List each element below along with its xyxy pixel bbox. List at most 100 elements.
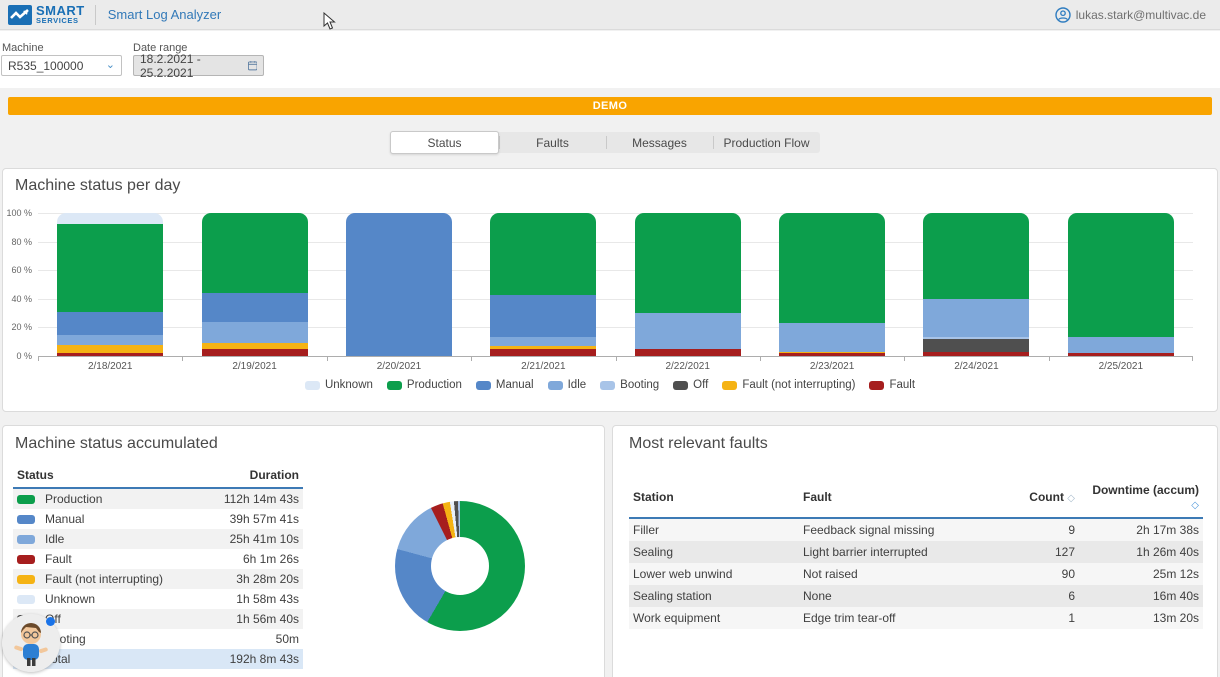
status-row-unknown[interactable]: Unknown 1h 58m 43s bbox=[13, 589, 303, 609]
bar-segment-fault[interactable] bbox=[490, 348, 597, 356]
status-duration: 39h 57m 41s bbox=[229, 512, 299, 526]
bar-segment-fault[interactable] bbox=[1067, 353, 1174, 356]
bar-segment-production[interactable] bbox=[1067, 213, 1174, 338]
bar-segment-idle[interactable] bbox=[57, 334, 164, 345]
bar-segment-fault[interactable] bbox=[201, 348, 308, 356]
bar-segment-production[interactable] bbox=[634, 213, 741, 314]
bar-segment-off[interactable] bbox=[923, 338, 1030, 352]
duration-col-header[interactable]: Duration bbox=[201, 464, 303, 489]
legend-label: Unknown bbox=[324, 379, 373, 391]
bar-segment-unknown[interactable] bbox=[57, 213, 164, 225]
bar-segment-fault[interactable] bbox=[634, 348, 741, 356]
stacked-bar-2/21/2021[interactable] bbox=[490, 213, 597, 356]
stacked-bar-2/25/2021[interactable] bbox=[1067, 213, 1174, 356]
status-row-off[interactable]: Off1h 56m 40s bbox=[13, 609, 303, 629]
y-axis-tick-label: 80 % bbox=[11, 236, 32, 247]
sort-icon-count[interactable]: ◇ bbox=[1067, 493, 1075, 504]
bar-segment-idle[interactable] bbox=[634, 313, 741, 349]
date-range-value: 18.2.2021 - 25.2.2021 bbox=[140, 51, 201, 80]
tab-production-flow[interactable]: Production Flow bbox=[713, 132, 820, 153]
bar-segment-idle[interactable] bbox=[923, 298, 1030, 337]
fault-count: 6 bbox=[1068, 589, 1075, 603]
bar-segment-idle[interactable] bbox=[1067, 337, 1174, 354]
status-row-fault-not-interrupting-[interactable]: Fault (not interrupting) 3h 28m 20s bbox=[13, 569, 303, 589]
stacked-bar-2/24/2021[interactable] bbox=[923, 213, 1030, 356]
stacked-bar-2/19/2021[interactable] bbox=[201, 213, 308, 356]
bar-segment-production[interactable] bbox=[779, 213, 886, 324]
tab-messages[interactable]: Messages bbox=[606, 132, 713, 153]
date-range-input[interactable]: 18.2.2021 - 25.2.2021 bbox=[133, 52, 264, 80]
bar-segment-production[interactable] bbox=[923, 213, 1030, 299]
bar-segment-production[interactable] bbox=[57, 224, 164, 312]
legend-item-off[interactable]: Off bbox=[673, 379, 708, 391]
tab-status[interactable]: Status bbox=[390, 131, 499, 154]
bar-segment-idle[interactable] bbox=[490, 337, 597, 346]
status-row-fault[interactable]: Fault 6h 1m 26s bbox=[13, 549, 303, 569]
x-axis-tick bbox=[759, 357, 761, 361]
status-row-total[interactable]: Total 192h 8m 43s bbox=[13, 649, 303, 669]
status-row-manual[interactable]: Manual 39h 57m 41s bbox=[13, 509, 303, 529]
legend-item-manual[interactable]: Manual bbox=[475, 379, 534, 391]
count-col-header[interactable]: Count ◇ bbox=[999, 478, 1079, 519]
fault-count: 1 bbox=[1068, 611, 1075, 625]
legend-label: Booting bbox=[620, 379, 660, 391]
fault-downtime: 25m 12s bbox=[1152, 567, 1199, 581]
fault-row-lower-web-unwind[interactable]: Lower web unwind Not raised 90 25m 12s bbox=[629, 563, 1203, 585]
legend-item-production[interactable]: Production bbox=[386, 379, 462, 391]
bar-segment-fault-not-interrupting-[interactable] bbox=[779, 351, 886, 354]
fault-station: Lower web unwind bbox=[633, 567, 733, 581]
legend-item-unknown[interactable]: Unknown bbox=[304, 379, 373, 391]
machine-select[interactable]: R535_100000 ⌄ bbox=[1, 55, 122, 76]
bar-segment-fault-not-interrupting-[interactable] bbox=[490, 346, 597, 349]
fault-row-filler[interactable]: Filler Feedback signal missing 9 2h 17m 38s bbox=[629, 518, 1203, 541]
bar-segment-manual[interactable] bbox=[57, 311, 164, 335]
tab-faults[interactable]: Faults bbox=[499, 132, 606, 153]
bar-segment-fault[interactable] bbox=[923, 351, 1030, 356]
most-relevant-faults-card: Most relevant faults Station Fault Count… bbox=[612, 425, 1218, 677]
chat-assistant-widget[interactable] bbox=[2, 614, 60, 672]
status-row-production[interactable]: Production 112h 14m 43s bbox=[13, 488, 303, 509]
x-axis-line bbox=[38, 356, 1193, 357]
stacked-bar-2/22/2021[interactable] bbox=[634, 213, 741, 356]
brand-logo[interactable]: SMART SERVICES bbox=[8, 4, 85, 25]
fault-downtime: 13m 20s bbox=[1152, 611, 1199, 625]
bar-segment-production[interactable] bbox=[490, 213, 597, 295]
fault-row-sealing-station[interactable]: Sealing station None 6 16m 40s bbox=[629, 585, 1203, 607]
stacked-bar-2/18/2021[interactable] bbox=[57, 213, 164, 356]
bar-segment-manual[interactable] bbox=[345, 213, 452, 356]
bar-segment-fault-not-interrupting-[interactable] bbox=[57, 344, 164, 354]
station-col-header[interactable]: Station bbox=[629, 478, 799, 519]
x-axis-label: 2/24/2021 bbox=[954, 361, 999, 372]
calendar-icon[interactable] bbox=[247, 60, 258, 71]
sort-icon-downtime[interactable]: ◇ bbox=[1191, 500, 1199, 511]
fault-row-sealing[interactable]: Sealing Light barrier interrupted 127 1h 26… bbox=[629, 541, 1203, 563]
status-label: Production bbox=[45, 492, 103, 506]
bar-segment-fault[interactable] bbox=[57, 353, 164, 356]
legend-item-fault[interactable]: Fault bbox=[869, 379, 915, 391]
legend-swatch bbox=[600, 380, 616, 390]
status-row-idle[interactable]: Idle 25h 41m 10s bbox=[13, 529, 303, 549]
bar-segment-manual[interactable] bbox=[490, 294, 597, 338]
bar-segment-fault-not-interrupting-[interactable] bbox=[201, 343, 308, 349]
user-account[interactable]: lukas.stark@multivac.de bbox=[1055, 6, 1206, 23]
bar-segment-idle[interactable] bbox=[779, 323, 886, 352]
fault-col-header[interactable]: Fault bbox=[799, 478, 999, 519]
bar-segment-fault[interactable] bbox=[779, 353, 886, 356]
bar-segment-idle[interactable] bbox=[201, 321, 308, 344]
stacked-bar-2/20/2021[interactable] bbox=[345, 213, 452, 356]
legend-item-idle[interactable]: Idle bbox=[547, 379, 586, 391]
legend-swatch bbox=[673, 380, 689, 390]
fault-downtime: 2h 17m 38s bbox=[1136, 523, 1199, 537]
bar-segment-production[interactable] bbox=[201, 213, 308, 294]
x-axis-label: 2/21/2021 bbox=[521, 361, 566, 372]
downtime-col-header[interactable]: Downtime (accum) ◇ bbox=[1079, 478, 1203, 519]
fault-station: Work equipment bbox=[633, 611, 721, 625]
bar-segment-manual[interactable] bbox=[201, 293, 308, 322]
bar-segment-booting[interactable] bbox=[923, 336, 1030, 339]
status-col-header[interactable]: Status bbox=[13, 464, 202, 489]
fault-row-work-equipment[interactable]: Work equipment Edge trim tear-off 1 13m 20s bbox=[629, 607, 1203, 629]
stacked-bar-2/23/2021[interactable] bbox=[779, 213, 886, 356]
legend-item-fault-not-interrupting-[interactable]: Fault (not interrupting) bbox=[722, 379, 855, 391]
legend-item-booting[interactable]: Booting bbox=[600, 379, 659, 391]
